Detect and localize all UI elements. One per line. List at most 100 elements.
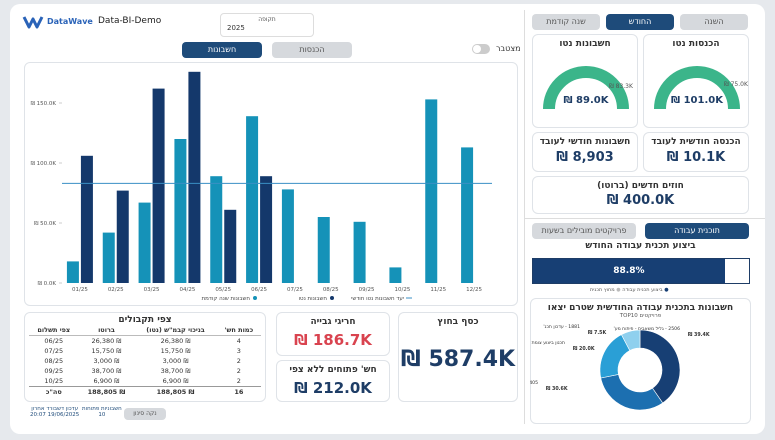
bar [188,71,201,283]
y-tick-label: ₪ 0.0K [38,281,57,287]
total-cell: 16 [216,386,261,397]
y-tick-label: ₪ 150.0K [31,101,57,107]
column-header: כמות חש' [216,325,261,336]
donut-subtitle: פרויקטים TOP10 [619,313,662,319]
period-dropdown[interactable]: תקופה 2025 [220,13,314,37]
total-cell: סה"כ [29,386,79,397]
gauge-target: ₪ 83.3K [609,83,633,90]
kpi-title: חוזים חדשים (ברוטו) [597,181,684,191]
donut-chart: 2506 - גליל משאבים - פיתוח מע' ₪ 39.4K 240… [530,324,710,411]
table-cell: 2 [236,367,241,375]
gauge-target: ₪ 75.0K [724,81,748,88]
gauge-value: ₪ 89.0K [563,95,609,106]
x-tick-label: 07/25 [287,287,303,293]
donut-slice [600,374,664,411]
bar [281,189,294,283]
update-value: 19/06/2025 20:07 [30,412,80,418]
x-tick-label: 05/25 [215,287,231,293]
kpi-value: 212.0K ₪ [294,379,372,397]
table-cell: 2 [236,357,241,365]
y-tick-label: ₪ 50.0K [34,221,56,227]
progress-title: ביצוע תכנית עבודה החודש [585,241,696,251]
bar [425,99,438,284]
kpi-title: חשבונות חודשי לעובד [539,137,631,147]
table-row: 2 ₪ 6,900 ₪ 6,900 10/25 [29,376,261,387]
logo: DataWave [47,17,93,26]
bar [317,217,330,283]
table-cell: ₪ 6,900 [162,377,189,385]
x-tick-label: 06/25 [251,287,267,293]
column-header: ברוטו [78,325,135,336]
bar [80,155,93,283]
bar [66,261,79,283]
kpi-value: ₪ 400.0K [606,193,675,208]
bar [389,267,402,283]
kpi-title: חריגי גבייה [310,317,356,327]
toggle-label: מצטבר [496,44,521,53]
bar [138,202,151,283]
x-tick-label: 10/25 [394,287,410,293]
gauge-value: ₪ 101.0K [671,95,723,106]
clear-button[interactable]: נקה סינון [124,408,166,420]
tab[interactable]: תוכנית עבודה [645,223,749,239]
slice-value: ₪ 20.0K [573,346,595,352]
income-button[interactable]: הכנסות [272,42,352,58]
table-cell: ₪ 6,900 [93,377,120,385]
forecast-table: כמות חש' בניכוי קבמ"ש (נטו) ברוטו צפי תשלום… [29,325,261,397]
table-row: 3 ₪ 15,750 ₪ 15,750 07/25 [29,346,261,356]
legend-swatch [330,296,334,300]
table-cell: 06/25 [44,337,64,345]
open-value: 10 [98,412,106,418]
progress-label: 88.8% [613,266,645,276]
kpi-card: חוזים חדשים (ברוטו) ₪ 400.0K [532,176,749,214]
bar [116,190,129,283]
table-cell: 10/25 [44,377,64,385]
table-cell: ₪ 26,380 [91,337,122,345]
table-cell: ₪ 38,700 [91,367,122,375]
slice-name: תכנון ביצוע צומת חבל' - 2407 [530,340,565,346]
x-tick-label: 08/25 [323,287,339,293]
legend-swatch [253,296,257,300]
table-row: 2 ₪ 3,000 ₪ 3,000 08/25 [29,356,261,366]
table-cell: 07/25 [44,347,64,355]
slice-value: ₪ 39.4K [688,332,710,338]
table-cell: 09/25 [44,367,64,375]
chart: ₪ 0.0K ₪ 50.0K ₪ 100.0K ₪ 150.0K 01/25 02/25 0… [31,71,492,302]
gauge [654,66,740,110]
tab[interactable]: החודש [606,14,674,30]
invoices-button[interactable]: חשבונות [182,42,262,58]
table-cell: ₪ 3,000 [93,357,120,365]
x-tick-label: 02/25 [108,287,124,293]
x-tick-label: 01/25 [72,287,88,293]
period-label: תקופה [258,16,276,23]
bar [246,116,259,283]
kpi-value: ₪ 587.4K [400,347,516,372]
x-tick-label: 04/25 [179,287,195,293]
x-tick-label: 09/25 [359,287,375,293]
tab[interactable]: פרויקטים מובילים בשעות [532,223,636,239]
legend-label: חשבונות שנה קודמת [202,296,251,302]
table-cell: 3 [236,347,241,355]
table-title: צפי תקבולים [118,315,172,325]
x-tick-label: 12/25 [466,287,482,293]
tab[interactable]: שנה קודמת [532,14,600,30]
dashboard-title: Data-BI-Demo [98,16,162,26]
donut-title: חשבונות בתכנית עבודה החודשית שטרם יצאו [547,303,734,313]
slice-value: ₪ 30.6K [546,386,568,392]
gauge-card: הכנסות נטו ₪ 75.0K ₪ 101.0K [643,34,749,128]
kpi-card: חשבונות חודשי לעובד 8,903 ₪ [532,132,638,172]
table-cell: 4 [236,337,241,345]
table-card: צפי תקבולים כמות חש' בניכוי קבמ"ש (נטו) בר… [24,312,266,402]
tab[interactable]: השנה [680,14,748,30]
total-row: 16 ₪ 188,805 ₪ 188,805 סה"כ [29,386,261,397]
kpi-card: חש' פתוחים ללא צפי 212.0K ₪ [276,360,390,402]
kpi-card: כסף בחוץ ₪ 587.4K [398,312,518,402]
open-label: חשבוניות פתוחות [82,406,122,412]
total-cell: ₪ 188,805 [78,386,135,397]
table-cell: ₪ 3,000 [162,357,189,365]
bar [260,176,273,283]
kpi-card: הכנסה חודשית לעובד 10.1K ₪ [643,132,749,172]
slice-name: 2405 - התחדשות עירונית בבנייה [530,380,538,386]
toggle[interactable] [472,44,490,54]
bar [461,147,474,283]
